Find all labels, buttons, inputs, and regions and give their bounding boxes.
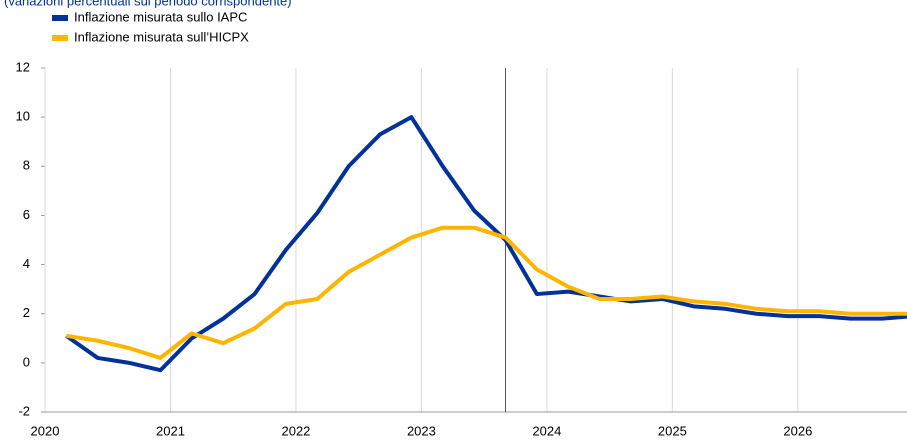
x-tick-label: 2021 (156, 423, 185, 438)
legend-swatch (52, 35, 68, 41)
line-series (66, 225, 907, 360)
y-tick-label: 6 (23, 207, 30, 222)
legend: Inflazione misurata sullo IAPC Inflazione… (52, 9, 249, 44)
y-tick-label: 8 (23, 158, 30, 173)
x-tick-label: 2022 (281, 423, 310, 438)
chart-subtitle: (variazioni percentuali sul periodo corr… (4, 0, 292, 8)
x-tick-label: 2025 (658, 423, 687, 438)
y-tick-label: 12 (16, 59, 30, 74)
x-tick-label: 2020 (31, 423, 60, 438)
x-tick-label: 2024 (532, 423, 561, 438)
y-tick-label: -2 (18, 403, 30, 418)
y-tick-label: 4 (23, 256, 30, 271)
legend-label: Inflazione misurata sull’HICPX (74, 29, 249, 44)
legend-label: Inflazione misurata sullo IAPC (74, 9, 247, 24)
x-tick-label: 2023 (407, 423, 436, 438)
y-tick-label: 10 (16, 109, 30, 124)
legend-swatch (52, 15, 68, 21)
x-tick-label: 2026 (783, 423, 812, 438)
line-series (65, 115, 907, 373)
y-tick-label: 2 (23, 305, 30, 320)
y-tick-label: 0 (23, 354, 30, 369)
